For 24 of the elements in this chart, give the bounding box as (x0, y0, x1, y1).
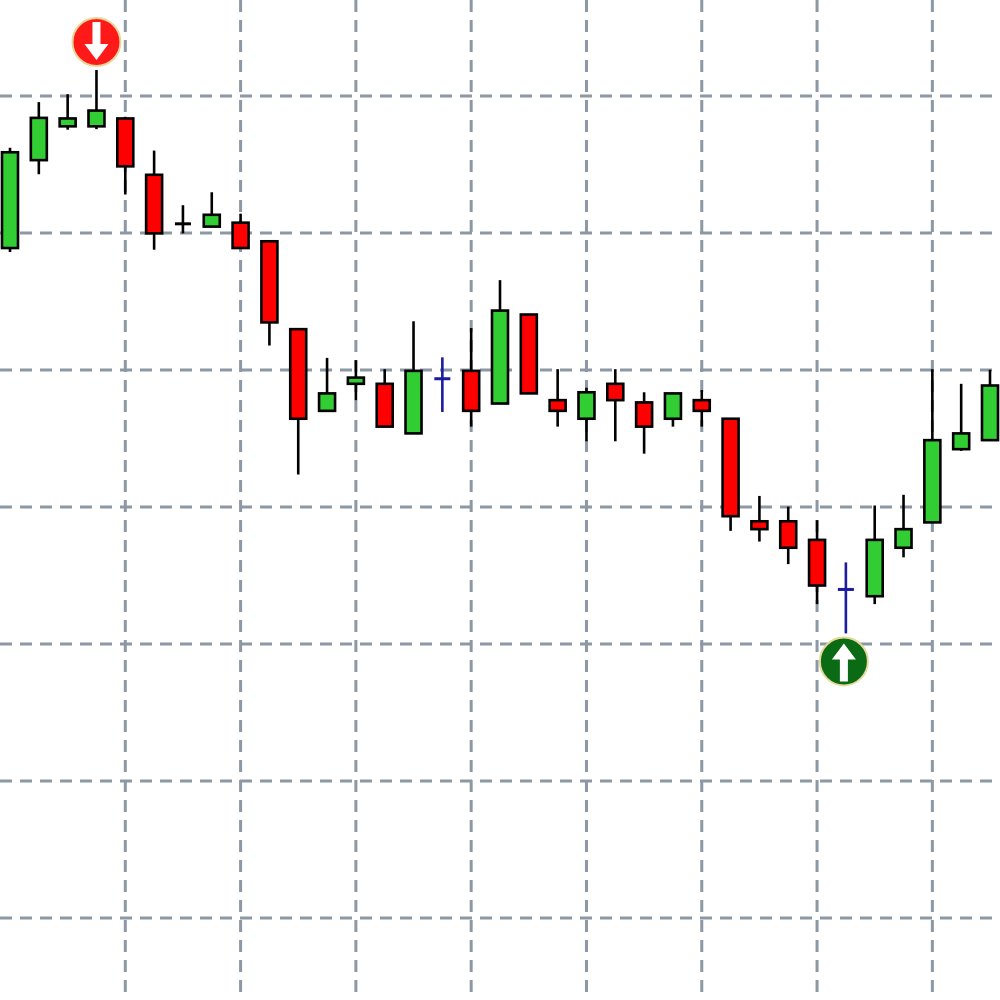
candlestick (29, 100, 49, 176)
candlestick (894, 493, 913, 559)
candlestick (346, 358, 366, 402)
candlestick (87, 68, 106, 131)
candlestick (807, 518, 827, 606)
candlestick (548, 367, 567, 428)
candlestick (750, 494, 769, 543)
candlestick (174, 203, 191, 235)
candlestick (577, 386, 596, 443)
candlestick (202, 190, 222, 228)
candlestick (58, 92, 77, 132)
candlestick (663, 392, 683, 428)
candlestick (951, 382, 971, 453)
candlestick (115, 115, 135, 196)
candlestick (692, 388, 712, 428)
candlestick (461, 326, 481, 428)
candlestick (317, 356, 337, 413)
candlestick (375, 367, 395, 428)
candlestick (231, 212, 250, 250)
candlestick (837, 561, 854, 635)
candlestick (634, 390, 654, 455)
candlestick (434, 356, 451, 414)
candlestick (605, 367, 625, 443)
candlestick (778, 505, 798, 566)
